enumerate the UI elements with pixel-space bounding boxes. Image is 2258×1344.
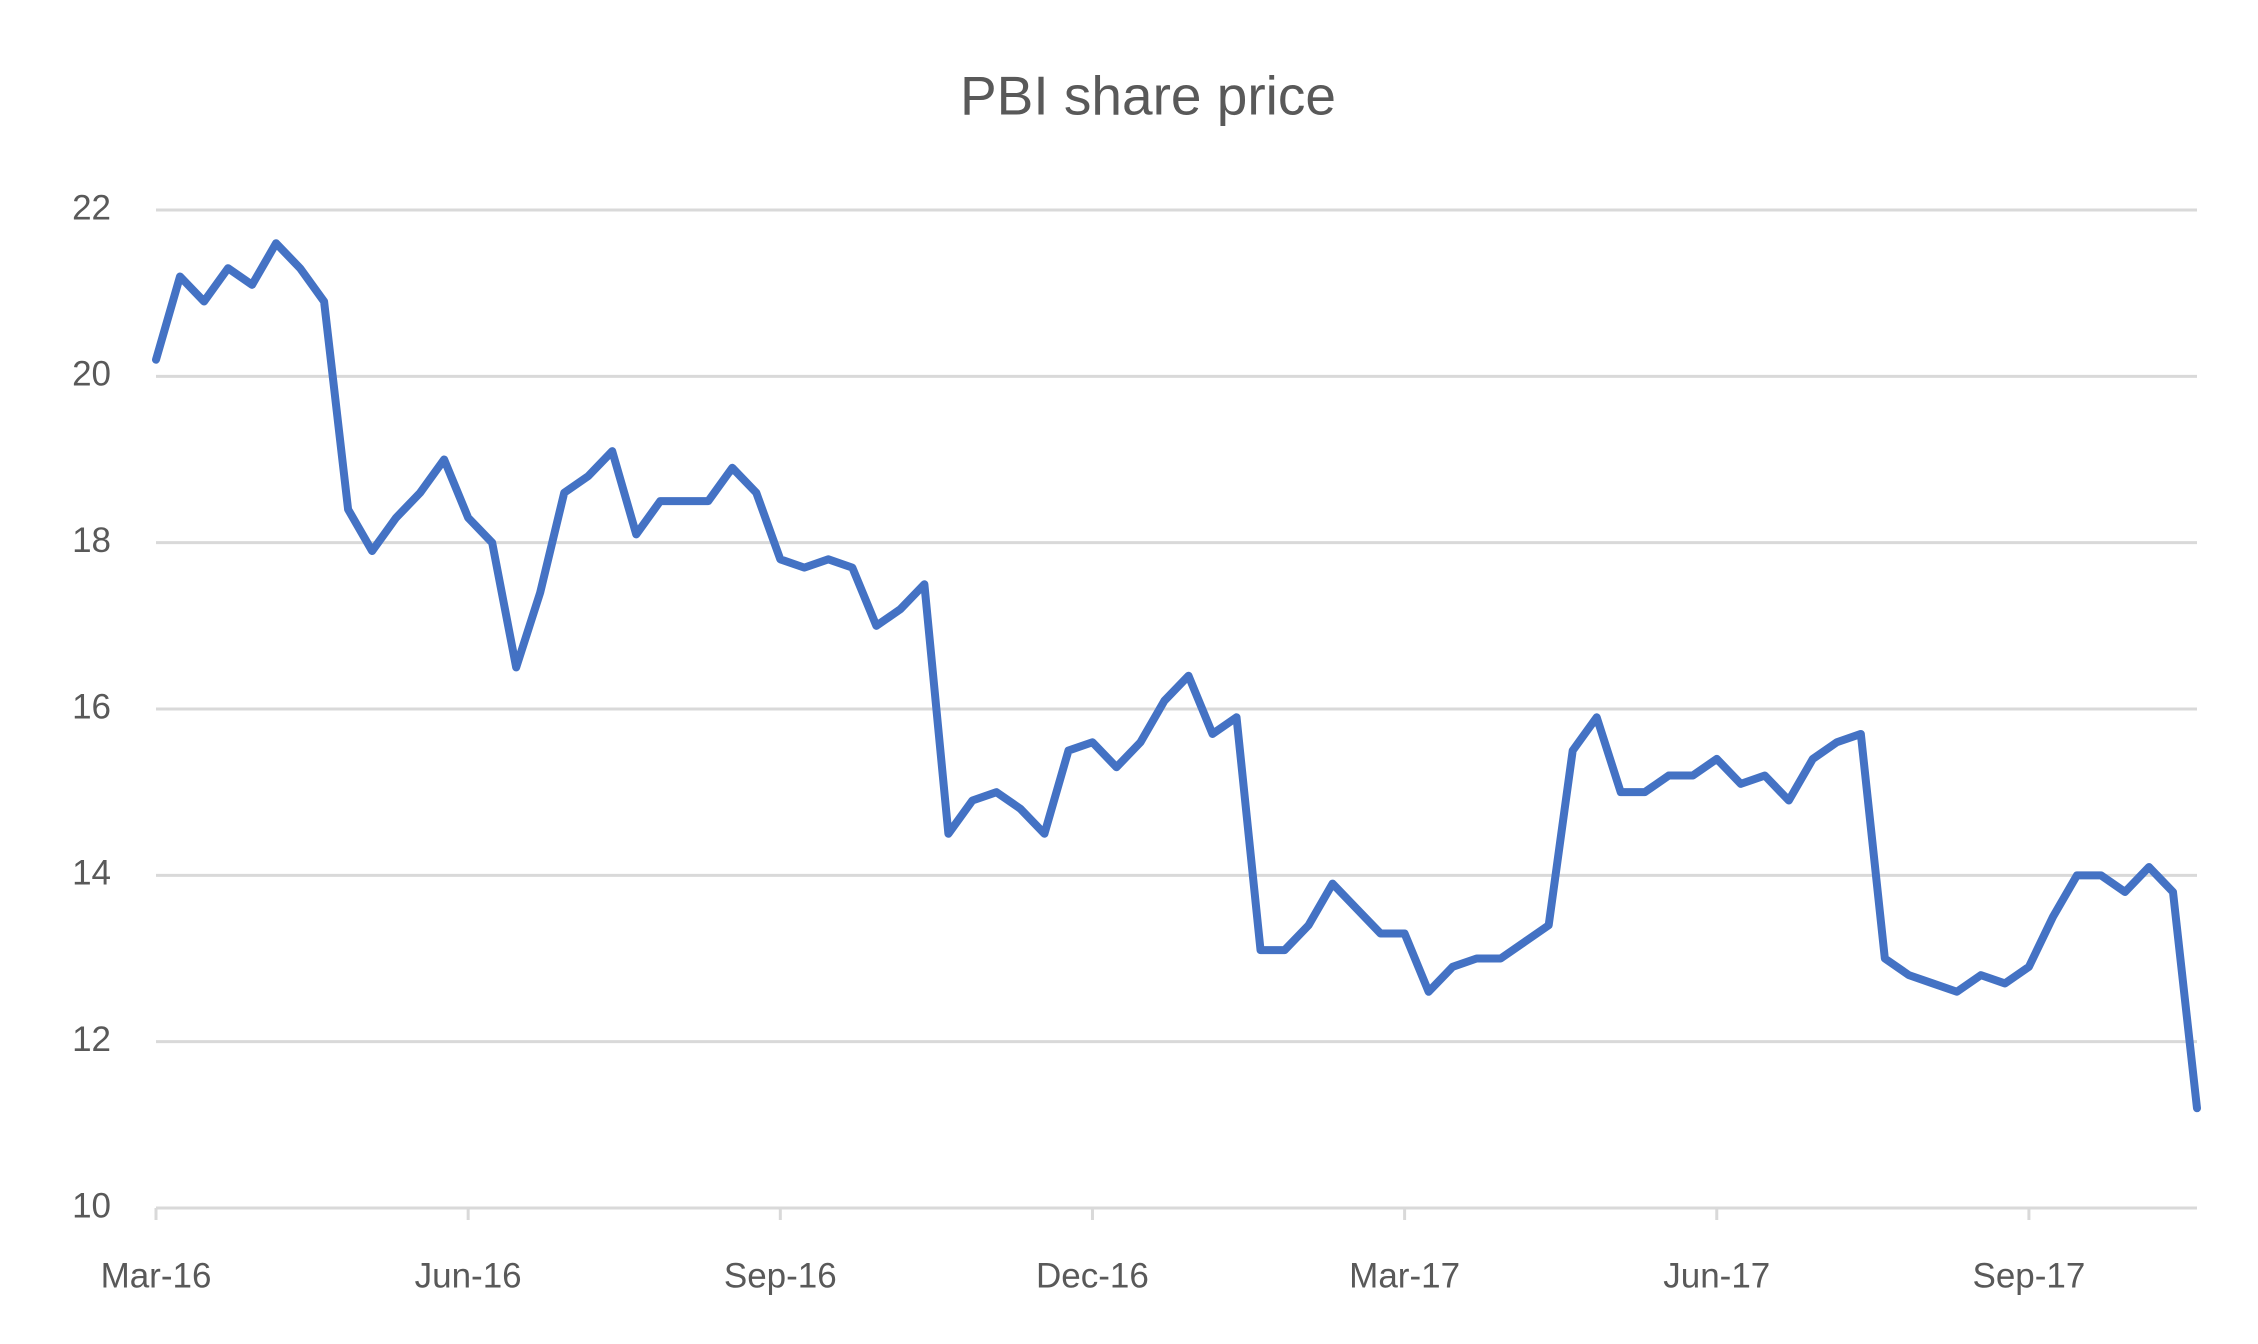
y-tick-label: 14 <box>72 854 111 893</box>
x-tick-label: Mar-17 <box>1349 1256 1460 1295</box>
price-line <box>152 239 2201 1113</box>
y-tick-label: 16 <box>72 687 111 726</box>
x-tick-label: Dec-16 <box>1036 1256 1149 1295</box>
y-tick-label: 12 <box>72 1020 111 1059</box>
x-tick-label: Jun-16 <box>415 1256 522 1295</box>
x-tick-label: Sep-16 <box>724 1256 837 1295</box>
x-tick-label: Mar-16 <box>101 1256 212 1295</box>
x-tick-label: Jun-17 <box>1663 1256 1770 1295</box>
x-tick-label: Sep-17 <box>1972 1256 2085 1295</box>
y-tick-label: 20 <box>72 355 111 394</box>
y-tick-label: 18 <box>72 521 111 560</box>
y-tick-label: 22 <box>72 188 111 227</box>
chart-title: PBI share price <box>960 65 1336 127</box>
y-tick-label: 10 <box>72 1186 111 1225</box>
